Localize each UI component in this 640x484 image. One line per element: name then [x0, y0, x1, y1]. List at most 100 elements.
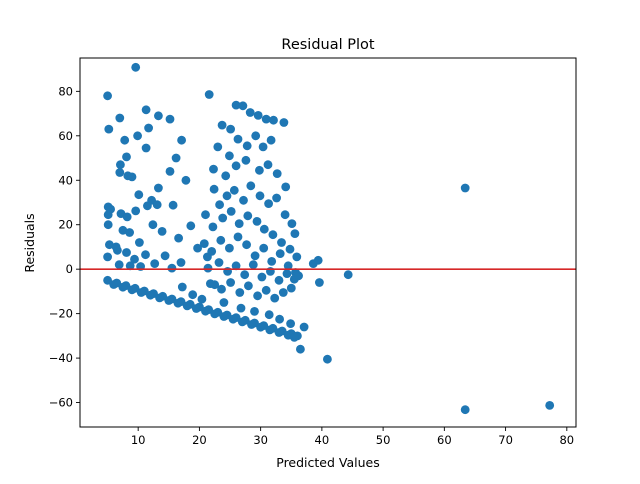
x-tick-label: 70: [498, 433, 513, 447]
data-point: [141, 105, 151, 115]
data-point: [294, 271, 303, 281]
data-point: [218, 213, 228, 223]
data-point: [209, 164, 218, 174]
data-point: [286, 319, 295, 328]
data-point: [115, 113, 125, 123]
data-point: [258, 142, 268, 152]
data-point: [255, 165, 264, 175]
data-point: [201, 210, 210, 220]
data-point: [225, 243, 234, 253]
x-tick-label: 60: [437, 433, 452, 447]
data-point: [279, 118, 289, 127]
data-point: [292, 252, 302, 262]
data-point: [152, 200, 162, 210]
data-point: [253, 111, 263, 120]
data-point: [264, 199, 273, 209]
data-point: [130, 254, 139, 264]
data-point: [239, 195, 248, 205]
data-point: [188, 290, 198, 300]
x-tick-label: 50: [376, 433, 391, 447]
data-point: [186, 221, 196, 231]
x-axis-label: Predicted Values: [276, 455, 380, 470]
data-point: [238, 101, 248, 111]
data-point: [221, 171, 231, 181]
data-point: [125, 261, 135, 271]
data-point: [272, 169, 282, 179]
data-point: [286, 283, 296, 293]
data-point: [257, 272, 267, 282]
plot-frame: [79, 57, 577, 428]
data-point: [270, 293, 280, 303]
data-point: [118, 282, 128, 292]
data-point: [266, 135, 276, 145]
data-point: [231, 100, 241, 110]
data-point: [241, 155, 251, 165]
data-point: [160, 251, 170, 261]
data-point: [252, 217, 262, 226]
data-point: [103, 210, 113, 220]
data-point: [165, 167, 175, 176]
x-tick-label: 80: [559, 433, 574, 447]
data-point: [242, 240, 252, 250]
data-point: [207, 247, 217, 256]
data-point: [109, 280, 119, 289]
data-point: [290, 229, 300, 239]
data-point: [226, 124, 236, 134]
data-point: [231, 161, 241, 171]
data-point: [203, 263, 213, 273]
data-point: [323, 354, 332, 364]
data-point: [209, 184, 219, 194]
data-point: [261, 285, 271, 295]
data-point: [122, 212, 132, 222]
data-point: [135, 238, 144, 247]
data-point: [250, 307, 259, 316]
data-point: [206, 279, 215, 288]
x-tick-label: 20: [192, 433, 207, 447]
data-point: [253, 291, 262, 301]
data-point: [265, 325, 275, 335]
data-point: [219, 312, 229, 321]
data-point: [210, 309, 220, 319]
data-point: [164, 296, 174, 305]
data-point: [103, 220, 113, 230]
data-point: [315, 278, 324, 287]
data-point: [275, 249, 285, 258]
data-point: [243, 211, 253, 221]
y-tick-label: 0: [66, 262, 73, 276]
data-point: [208, 222, 218, 232]
data-point: [272, 193, 281, 203]
chart-title: Residual Plot: [281, 37, 374, 53]
data-point: [226, 207, 236, 216]
data-point: [234, 219, 244, 229]
data-point: [261, 114, 271, 124]
data-point: [144, 123, 154, 133]
data-point: [236, 303, 246, 313]
data-point: [216, 235, 226, 245]
data-point: [127, 172, 137, 182]
data-point: [296, 344, 305, 354]
data-point: [545, 401, 555, 410]
data-point: [120, 135, 130, 145]
ticks-layer: 10 20 30 40 50 60 70 80 −60 −40 −20 0 20 40 60 80: [49, 84, 574, 447]
data-point: [233, 232, 243, 242]
data-point: [237, 317, 247, 327]
data-point: [199, 239, 209, 249]
data-point: [167, 263, 177, 273]
y-tick-label: −20: [49, 307, 73, 321]
data-point: [127, 285, 137, 295]
data-point: [174, 233, 184, 243]
data-point: [275, 314, 284, 324]
data-point: [213, 142, 223, 152]
data-point: [134, 190, 144, 200]
data-point: [103, 91, 112, 101]
data-point: [182, 301, 192, 311]
data-point: [131, 206, 141, 216]
data-point: [176, 258, 186, 267]
x-tick-label: 40: [315, 433, 330, 447]
data-point: [168, 200, 178, 210]
data-point: [228, 314, 238, 324]
data-point: [278, 288, 288, 297]
data-point: [191, 304, 201, 313]
data-point: [143, 201, 152, 211]
data-point: [256, 322, 265, 332]
